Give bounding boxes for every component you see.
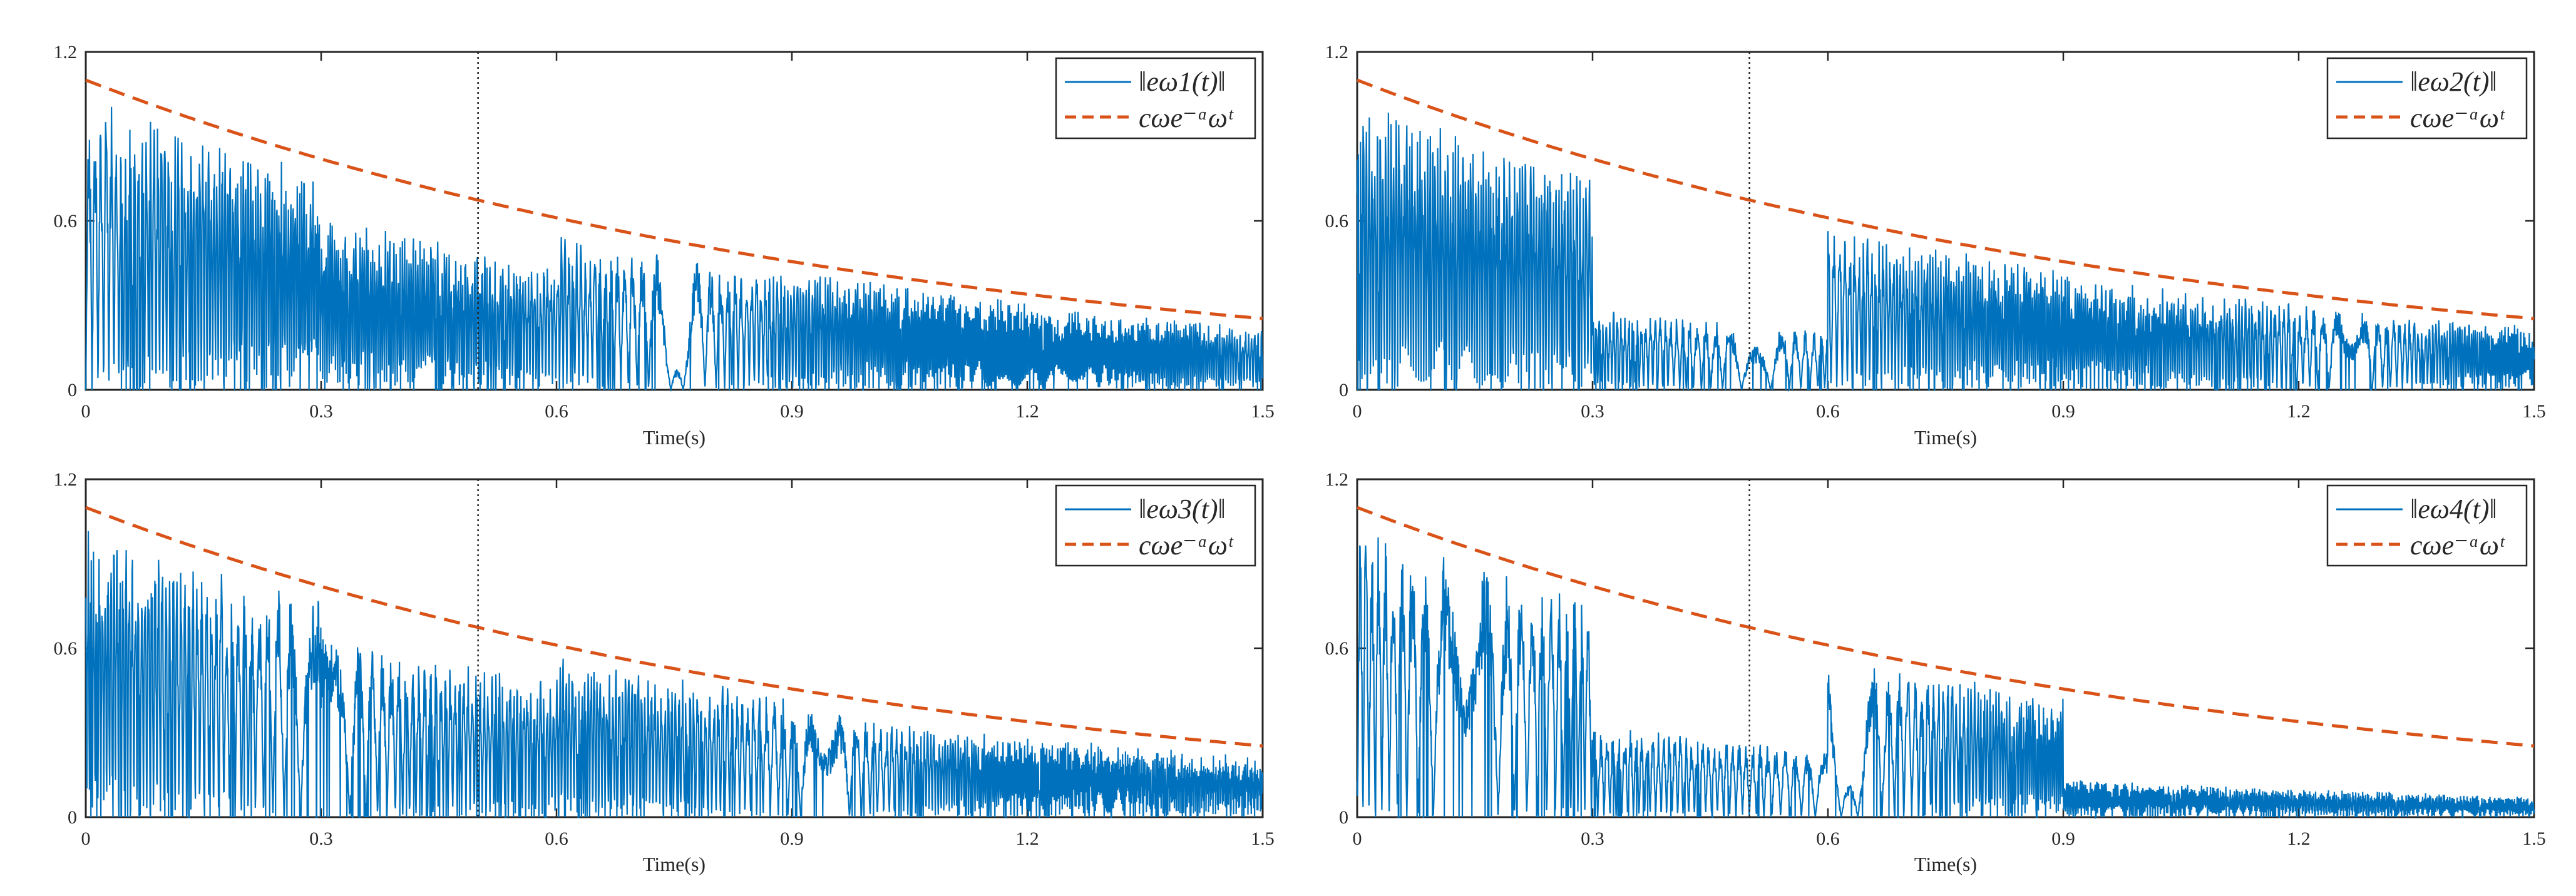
exponential-bound-series	[1357, 78, 2535, 320]
series-layer	[1356, 52, 2535, 392]
legend-label-bound: cωe⁻ᵅωᵗ	[1139, 530, 1234, 561]
exponential-bound-series	[1357, 506, 2535, 748]
x-tick-label: 0	[81, 828, 91, 849]
y-tick-label: 1.2	[54, 469, 78, 490]
legend-label-error: ‖eω1(t)‖	[1139, 66, 1226, 97]
y-tick-label: 0.6	[1325, 211, 1349, 232]
x-tick-label: 1.5	[1251, 828, 1275, 849]
x-tick-label: 0.3	[309, 401, 333, 422]
x-axis-label: Time(s)	[1914, 853, 1977, 875]
x-tick-label: 1.5	[1251, 401, 1275, 422]
x-tick-label: 1.2	[2287, 401, 2311, 422]
legend-label-bound: cωe⁻ᵅωᵗ	[2410, 530, 2505, 561]
legend: ‖eω4(t)‖ cωe⁻ᵅωᵗ	[2326, 484, 2528, 567]
x-axis-label: Time(s)	[643, 426, 706, 449]
legend-label-bound: cωe⁻ᵅωᵗ	[2410, 103, 2505, 133]
x-tick-label: 1.5	[2522, 828, 2546, 849]
x-tick-label: 0	[81, 401, 91, 422]
x-tick-label: 0.6	[1816, 828, 1840, 849]
x-tick-label: 0.9	[2051, 401, 2075, 422]
legend-label-error: ‖eω2(t)‖	[2410, 66, 2497, 97]
legend-box	[2326, 484, 2528, 567]
y-tick-label: 1.2	[54, 42, 78, 63]
y-tick-label: 1.2	[1325, 42, 1349, 63]
y-tick-label: 0	[1339, 807, 1348, 828]
y-tick-label: 1.2	[1325, 469, 1349, 490]
x-tick-label: 0.3	[309, 828, 333, 849]
x-tick-label: 1.5	[2522, 401, 2546, 422]
error-norm-series	[1356, 537, 2535, 820]
axis-ticks: 0 0.3 0.6 0.9 1.2 1.5 0 0.6 1.2	[54, 469, 1275, 849]
subplot-e-omega-3: 0 0.3 0.6 0.9 1.2 1.5 0 0.6 1.2 ‖eω3(t)‖ cωe⁻ᵅωᵗ…	[54, 469, 1275, 875]
error-norm-series	[85, 531, 1264, 819]
x-tick-label: 0.3	[1581, 828, 1604, 849]
x-tick-label: 0.9	[2051, 828, 2075, 849]
x-tick-label: 0	[1353, 401, 1362, 422]
subplot-e-omega-1: 0 0.3 0.6 0.9 1.2 1.5 0 0.6 1.2 ‖eω1(t)‖ cωe⁻ᵅωᵗ…	[54, 42, 1275, 449]
x-tick-label: 0.6	[545, 401, 568, 422]
x-tick-label: 1.2	[1015, 828, 1039, 849]
series-layer	[1356, 479, 2535, 820]
x-tick-label: 0.6	[1816, 401, 1840, 422]
x-tick-label: 0.3	[1581, 401, 1604, 422]
y-tick-label: 0	[68, 807, 77, 828]
x-tick-label: 0.6	[545, 828, 568, 849]
axis-ticks: 0 0.3 0.6 0.9 1.2 1.5 0 0.6 1.2	[54, 42, 1275, 422]
x-axis-label: Time(s)	[1914, 426, 1977, 449]
y-tick-label: 0.6	[54, 211, 78, 232]
x-tick-label: 1.2	[2287, 828, 2311, 849]
legend: ‖eω1(t)‖ cωe⁻ᵅωᵗ	[1055, 57, 1256, 140]
legend: ‖eω2(t)‖ cωe⁻ᵅωᵗ	[2326, 57, 2528, 140]
error-norm-series	[85, 106, 1264, 392]
series-layer	[85, 52, 1264, 392]
legend-label-error: ‖eω3(t)‖	[1139, 494, 1226, 524]
x-tick-label: 0	[1353, 828, 1362, 849]
axis-ticks: 0 0.3 0.6 0.9 1.2 1.5 0 0.6 1.2	[1325, 469, 2546, 849]
x-tick-label: 0.9	[780, 401, 804, 422]
exponential-bound-series	[85, 78, 1263, 320]
x-tick-label: 1.2	[1015, 401, 1039, 422]
subplot-e-omega-2: 0 0.3 0.6 0.9 1.2 1.5 0 0.6 1.2 ‖eω2(t)‖ cωe⁻ᵅωᵗ…	[1325, 42, 2546, 449]
legend-label-error: ‖eω4(t)‖	[2410, 494, 2497, 524]
error-norm-series	[1356, 112, 2535, 392]
x-axis-label: Time(s)	[643, 853, 706, 875]
y-tick-label: 0	[68, 380, 77, 400]
x-tick-label: 0.9	[780, 828, 804, 849]
subplot-e-omega-4: 0 0.3 0.6 0.9 1.2 1.5 0 0.6 1.2 ‖eω4(t)‖ cωe⁻ᵅωᵗ…	[1325, 469, 2546, 875]
legend: ‖eω3(t)‖ cωe⁻ᵅωᵗ	[1055, 484, 1256, 567]
exponential-bound-series	[85, 506, 1263, 748]
series-layer	[85, 479, 1264, 819]
legend-label-bound: cωe⁻ᵅωᵗ	[1139, 103, 1234, 133]
legend-box	[1055, 57, 1256, 140]
y-tick-label: 0.6	[54, 638, 78, 659]
y-tick-label: 0	[1339, 380, 1348, 400]
legend-box	[1055, 484, 1256, 567]
y-tick-label: 0.6	[1325, 638, 1349, 659]
axis-ticks: 0 0.3 0.6 0.9 1.2 1.5 0 0.6 1.2	[1325, 42, 2546, 422]
legend-box	[2326, 57, 2528, 140]
